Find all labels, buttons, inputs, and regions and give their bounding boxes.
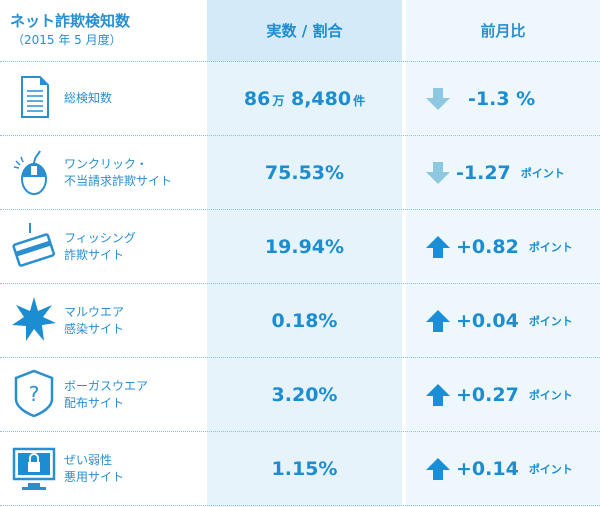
arrow-up-icon — [426, 235, 450, 258]
label-line: 感染サイト — [64, 321, 125, 336]
table-row: ? ボーガスウエア 配布サイト 3.20% +0.27 ポイント — [0, 358, 600, 432]
change-cell: -1.27 ポイント — [406, 136, 600, 209]
row-label: ワンクリック・不当請求詐欺サイト — [64, 156, 172, 190]
value-percent: 0.18% — [271, 309, 338, 332]
label-line: 詐欺サイト — [64, 247, 125, 262]
title-text: ネット詐欺検知数 — [10, 11, 131, 30]
value-cell: 86 万 8,480 件 — [207, 88, 402, 110]
change-cell: +0.14 ポイント — [406, 432, 600, 505]
row-label: ボーガスウエア 配布サイト — [64, 378, 148, 412]
arrow-down-icon — [426, 161, 450, 184]
value-unit: 件 — [353, 93, 366, 108]
label-line: マルウエア — [64, 304, 125, 319]
value-unit: 万 — [272, 93, 285, 108]
column-header-change: 前月比 — [480, 22, 526, 40]
row-label: 総検知数 — [64, 90, 112, 107]
table-row: フィッシング 詐欺サイト 19.94% +0.82 ポイント — [0, 210, 600, 284]
change-value: +0.27 — [456, 383, 519, 406]
row-label: ぜい弱性 悪用サイト — [64, 452, 124, 486]
arrow-up-icon — [426, 383, 450, 406]
table-row: ワンクリック・不当請求詐欺サイト 75.53% -1.27 ポイント — [0, 136, 600, 210]
change-unit: ポイント — [520, 166, 565, 180]
label-line: 悪用サイト — [64, 469, 125, 484]
change-cell: +0.82 ポイント — [406, 210, 600, 283]
change-cell: +0.04 ポイント — [406, 284, 600, 357]
value-cell: 3.20% — [207, 384, 402, 406]
monitor-broken-lock-icon — [0, 443, 56, 495]
value-column-bg — [207, 0, 402, 507]
change-unit: ポイント — [528, 240, 573, 254]
label-line: 不当請求詐欺サイト — [64, 173, 173, 188]
arrow-down-icon — [426, 87, 450, 110]
label-line: 総検知数 — [64, 91, 113, 105]
label-line: 配布サイト — [64, 395, 125, 410]
value-percent: 3.20% — [271, 383, 338, 406]
change-unit: ポイント — [528, 314, 573, 328]
value-header-bg — [207, 0, 402, 62]
label-line: フィッシング — [64, 230, 136, 245]
credit-card-hook-icon — [0, 221, 56, 273]
change-unit: ポイント — [528, 388, 573, 402]
table-row: マルウエア感染サイト 0.18% +0.04 ポイント — [0, 284, 600, 358]
arrow-up-icon — [426, 309, 450, 332]
label-line: ボーガスウエア — [64, 378, 149, 393]
row-label: マルウエア感染サイト — [64, 304, 124, 338]
value-number: 86 — [243, 87, 271, 110]
change-value: +0.14 — [456, 457, 519, 480]
column-header-value: 実数 / 割合 — [266, 22, 343, 40]
table-header: ネット詐欺検知数 （2015 年 5 月度） 実数 / 割合 前月比 — [0, 0, 600, 62]
change-value: +0.82 — [456, 235, 519, 258]
change-unit: ポイント — [528, 462, 573, 476]
value-percent: 1.15% — [271, 457, 338, 480]
value-cell: 1.15% — [207, 458, 402, 480]
arrow-up-icon — [426, 457, 450, 480]
change-value: -1.27 — [456, 161, 511, 184]
burst-icon — [0, 295, 56, 347]
value-percent: 19.94% — [264, 235, 345, 258]
change-value: -1.3 % — [468, 87, 536, 110]
document-icon — [0, 73, 56, 125]
value-cell: 75.53% — [207, 162, 402, 184]
change-value: +0.04 — [456, 309, 519, 332]
shield-question-icon: ? — [0, 369, 56, 421]
mouse-click-icon — [0, 147, 56, 199]
value-percent: 75.53% — [264, 161, 345, 184]
value-cell: 0.18% — [207, 310, 402, 332]
label-line: ワンクリック・ — [64, 156, 148, 171]
table-title: ネット詐欺検知数 （2015 年 5 月度） — [0, 12, 130, 50]
label-line: ぜい弱性 — [64, 452, 113, 467]
value-cell: 19.94% — [207, 236, 402, 258]
change-cell: -1.3 % — [406, 62, 600, 135]
svg-text:?: ? — [29, 382, 40, 406]
value-number: 8,480 — [290, 87, 352, 110]
table-row: ぜい弱性悪用サイト 1.15% +0.14 ポイント — [0, 432, 600, 506]
change-cell: +0.27 ポイント — [406, 358, 600, 431]
period: （2015 年 5 月度） — [12, 32, 122, 47]
table-row: 総検知数 86 万 8,480 件 -1.3 % — [0, 62, 600, 136]
row-label: フィッシング 詐欺サイト — [64, 230, 136, 264]
